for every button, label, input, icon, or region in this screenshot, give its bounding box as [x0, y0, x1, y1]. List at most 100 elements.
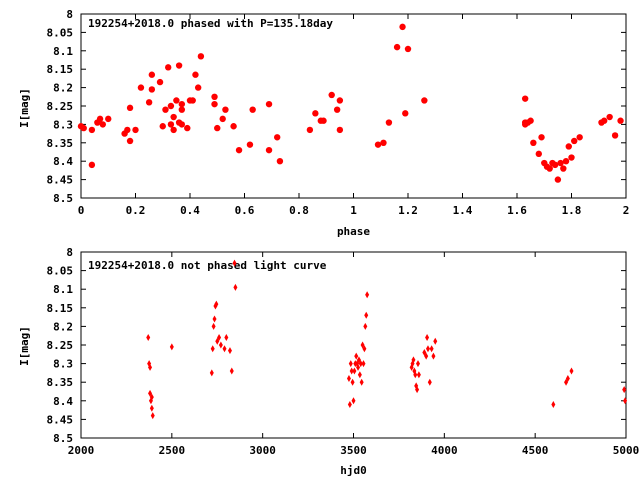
panel-title: 192254+2018.0 phased with P=135.18day [88, 17, 333, 30]
data-point [88, 161, 96, 169]
data-point [192, 71, 199, 78]
x-axis-label: phase [337, 225, 370, 238]
y-tick-label: 8.45 [47, 413, 74, 426]
data-point [167, 121, 175, 128]
x-tick-label: 0.4 [180, 204, 200, 217]
data-point [551, 161, 559, 169]
data-point [551, 401, 556, 409]
data-point [336, 97, 344, 104]
data-point [146, 334, 151, 342]
data-point [562, 158, 570, 165]
data-point [274, 134, 281, 141]
data-point [145, 99, 153, 106]
data-point [357, 371, 362, 379]
data-point [249, 106, 256, 113]
unphased-light-curve-panel: 2000 2500 3000 3500 4000 4500 5000 8 8.05 8.1 8.15… [18, 246, 639, 477]
data-point [211, 93, 218, 101]
data-point [364, 311, 369, 319]
data-point [415, 386, 420, 394]
data-point [219, 115, 226, 123]
data-point [211, 322, 216, 330]
x-tick-label: 1.2 [398, 204, 418, 217]
data-point [265, 146, 273, 154]
x-tick-label: 2 [623, 204, 630, 217]
data-point [380, 139, 387, 146]
data-point [320, 117, 327, 124]
x-axis-label: hjd0 [340, 464, 367, 477]
data-point [568, 154, 575, 161]
data-point [351, 397, 356, 405]
data-point [399, 23, 406, 31]
data-point [538, 134, 545, 141]
data-point [611, 132, 619, 139]
data-point [194, 84, 202, 91]
data-point [365, 291, 370, 299]
data-point [149, 393, 154, 401]
data-point [385, 119, 393, 126]
y-tick-label: 8.4 [53, 395, 73, 408]
data-point [222, 345, 227, 353]
y-tick-label: 8 [66, 8, 73, 21]
x-tick-label: 2000 [68, 444, 95, 457]
x-tick-label: 1.4 [453, 204, 473, 217]
data-point [622, 386, 627, 394]
y-tick-label: 8 [66, 246, 73, 259]
y-tick-label: 8.35 [47, 376, 74, 389]
data-point [623, 397, 628, 405]
y-tick-label: 8.5 [53, 432, 73, 445]
data-point [415, 360, 420, 368]
data-point [571, 137, 578, 145]
data-point [222, 106, 229, 113]
panel-title: 192254+2018.0 not phased light curve [88, 259, 327, 272]
data-point [88, 126, 96, 134]
data-point [159, 123, 166, 130]
y-tick-label: 8.2 [53, 82, 73, 95]
data-point [328, 91, 335, 99]
data-point [346, 374, 351, 382]
data-point [530, 139, 537, 146]
data-point [433, 337, 438, 345]
data-point [229, 367, 234, 375]
data-point [214, 124, 221, 132]
data-point [565, 143, 572, 150]
y-tick-label: 8.15 [47, 302, 74, 315]
y-tick-label: 8.2 [53, 320, 73, 333]
x-tick-label: 1.6 [507, 204, 527, 217]
data-point [421, 97, 428, 104]
x-tick-label: 0.2 [126, 204, 146, 217]
y-axis-label: I[mag] [18, 326, 31, 366]
data-point [137, 84, 145, 91]
y-tick-label: 8.1 [53, 45, 73, 58]
data-point [427, 378, 432, 386]
data-point [210, 345, 215, 353]
data-point [235, 146, 243, 154]
x-tick-label: 4000 [431, 444, 458, 457]
data-point [148, 71, 156, 78]
x-tick-label: 3500 [340, 444, 367, 457]
data-point [246, 141, 254, 148]
data-point [150, 412, 155, 420]
data-point [80, 124, 87, 132]
data-point [393, 43, 401, 51]
y-tick-label: 8.05 [47, 26, 74, 39]
data-point [354, 352, 359, 360]
x-tick-label: 0.6 [235, 204, 255, 217]
data-point [425, 334, 430, 342]
phased-light-curve-panel: 0 0.2 0.4 0.6 0.8 1 1.2 1.4 1.6 1.8 2 8 8.05 8.1 8.15 8… [18, 8, 629, 238]
data-point [218, 341, 223, 349]
data-point [209, 369, 214, 377]
data-point [149, 404, 154, 412]
data-point [535, 150, 542, 158]
y-tick-label: 8.15 [47, 63, 74, 76]
data-point [170, 113, 177, 121]
data-point [169, 343, 174, 351]
data-point [413, 371, 418, 379]
data-point [184, 124, 191, 132]
data-point [212, 315, 217, 323]
data-point [148, 363, 153, 371]
y-axis-label: I[mag] [18, 88, 31, 128]
data-point [347, 401, 352, 409]
y-tick-label: 8.45 [47, 174, 74, 187]
data-point [132, 126, 139, 134]
data-point [265, 100, 273, 108]
